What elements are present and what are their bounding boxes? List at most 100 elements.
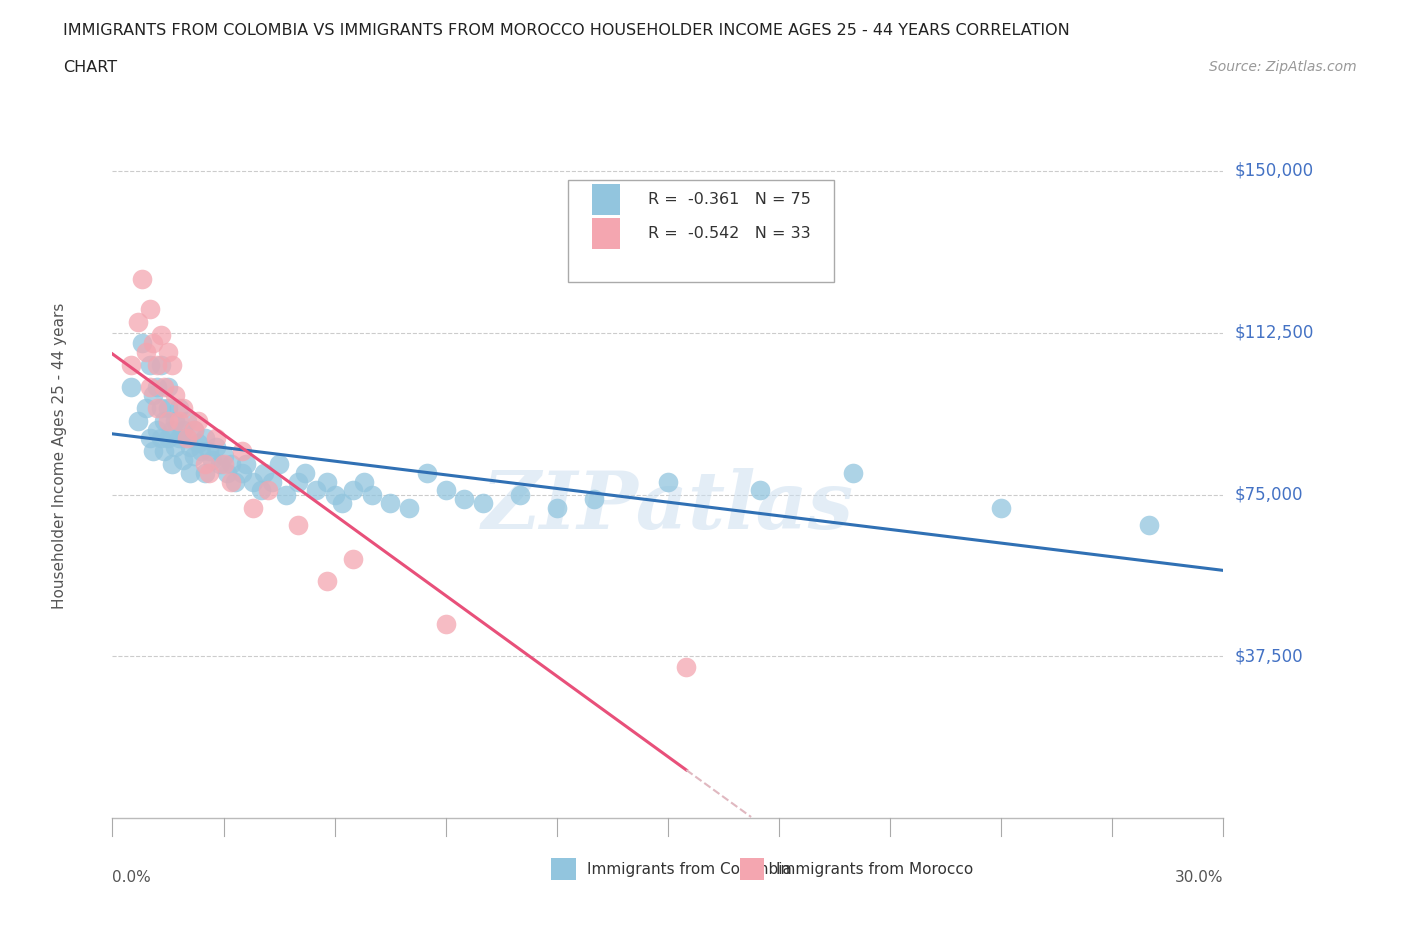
Point xyxy=(235,457,257,472)
FancyBboxPatch shape xyxy=(592,184,620,215)
FancyBboxPatch shape xyxy=(568,180,834,282)
Point xyxy=(219,474,242,489)
Point xyxy=(990,500,1012,515)
Point xyxy=(398,500,420,515)
Point xyxy=(205,440,228,455)
Point xyxy=(157,431,180,445)
Point xyxy=(142,336,165,351)
Point xyxy=(342,551,364,566)
Point xyxy=(434,483,457,498)
Point xyxy=(323,487,346,502)
Point xyxy=(471,496,494,511)
Point xyxy=(208,457,231,472)
Point xyxy=(179,466,201,481)
Text: Householder Income Ages 25 - 44 years: Householder Income Ages 25 - 44 years xyxy=(52,302,66,609)
Point xyxy=(167,401,190,416)
Point xyxy=(179,440,201,455)
Point xyxy=(330,496,353,511)
Text: $150,000: $150,000 xyxy=(1234,162,1313,179)
Point xyxy=(342,483,364,498)
Point xyxy=(176,414,198,429)
Point xyxy=(176,431,198,445)
Point xyxy=(242,500,264,515)
Point xyxy=(183,422,205,437)
FancyBboxPatch shape xyxy=(551,858,575,880)
Point xyxy=(138,379,160,394)
Point xyxy=(172,401,194,416)
Point xyxy=(160,457,183,472)
Point xyxy=(127,314,149,329)
Point xyxy=(509,487,531,502)
Point xyxy=(657,474,679,489)
Point xyxy=(253,466,276,481)
Text: $37,500: $37,500 xyxy=(1234,647,1303,666)
Text: 30.0%: 30.0% xyxy=(1175,870,1223,885)
Point xyxy=(138,301,160,316)
Point xyxy=(157,379,180,394)
Point xyxy=(167,414,190,429)
Point xyxy=(142,444,165,458)
Point xyxy=(224,474,246,489)
Point xyxy=(146,401,169,416)
Point xyxy=(749,483,772,498)
Point xyxy=(190,444,212,458)
Text: IMMIGRANTS FROM COLOMBIA VS IMMIGRANTS FROM MOROCCO HOUSEHOLDER INCOME AGES 25 -: IMMIGRANTS FROM COLOMBIA VS IMMIGRANTS F… xyxy=(63,23,1070,38)
Point xyxy=(160,358,183,373)
Point xyxy=(157,401,180,416)
Point xyxy=(131,336,153,351)
Point xyxy=(842,466,865,481)
Point xyxy=(149,401,172,416)
Point xyxy=(260,474,283,489)
Point xyxy=(231,444,253,458)
Point xyxy=(197,466,219,481)
Point xyxy=(176,431,198,445)
Point xyxy=(212,448,235,463)
Point xyxy=(267,457,291,472)
Point xyxy=(257,483,280,498)
Point xyxy=(1137,517,1160,532)
Point xyxy=(453,491,475,506)
Point xyxy=(149,431,172,445)
Point xyxy=(201,453,224,468)
Point xyxy=(157,345,180,360)
Point xyxy=(205,431,228,445)
FancyBboxPatch shape xyxy=(740,858,765,880)
Point xyxy=(546,500,568,515)
Point xyxy=(294,466,316,481)
Point xyxy=(153,414,176,429)
Point xyxy=(675,660,697,675)
Point xyxy=(187,414,209,429)
Point xyxy=(142,388,165,403)
Point xyxy=(212,457,235,472)
Point xyxy=(194,466,217,481)
Point xyxy=(380,496,402,511)
Text: $75,000: $75,000 xyxy=(1234,485,1303,503)
Point xyxy=(157,414,180,429)
Point xyxy=(165,388,187,403)
Point xyxy=(146,422,169,437)
Text: R =  -0.542   N = 33: R = -0.542 N = 33 xyxy=(648,226,810,241)
Point xyxy=(167,431,190,445)
Text: ZIPatlas: ZIPatlas xyxy=(482,468,853,545)
Point xyxy=(305,483,328,498)
Point xyxy=(416,466,439,481)
Point xyxy=(160,422,183,437)
Point xyxy=(194,457,217,472)
Point xyxy=(287,517,309,532)
Point xyxy=(242,474,264,489)
Point xyxy=(131,272,153,286)
Point xyxy=(360,487,382,502)
Point xyxy=(231,466,253,481)
Point xyxy=(165,414,187,429)
Point xyxy=(434,617,457,631)
Point xyxy=(197,444,219,458)
Point xyxy=(146,379,169,394)
Point xyxy=(582,491,605,506)
Text: Immigrants from Colombia: Immigrants from Colombia xyxy=(586,862,792,877)
Point xyxy=(149,327,172,342)
Text: 0.0%: 0.0% xyxy=(112,870,152,885)
Point xyxy=(153,444,176,458)
Point xyxy=(217,466,239,481)
Point xyxy=(172,453,194,468)
Point xyxy=(249,483,271,498)
